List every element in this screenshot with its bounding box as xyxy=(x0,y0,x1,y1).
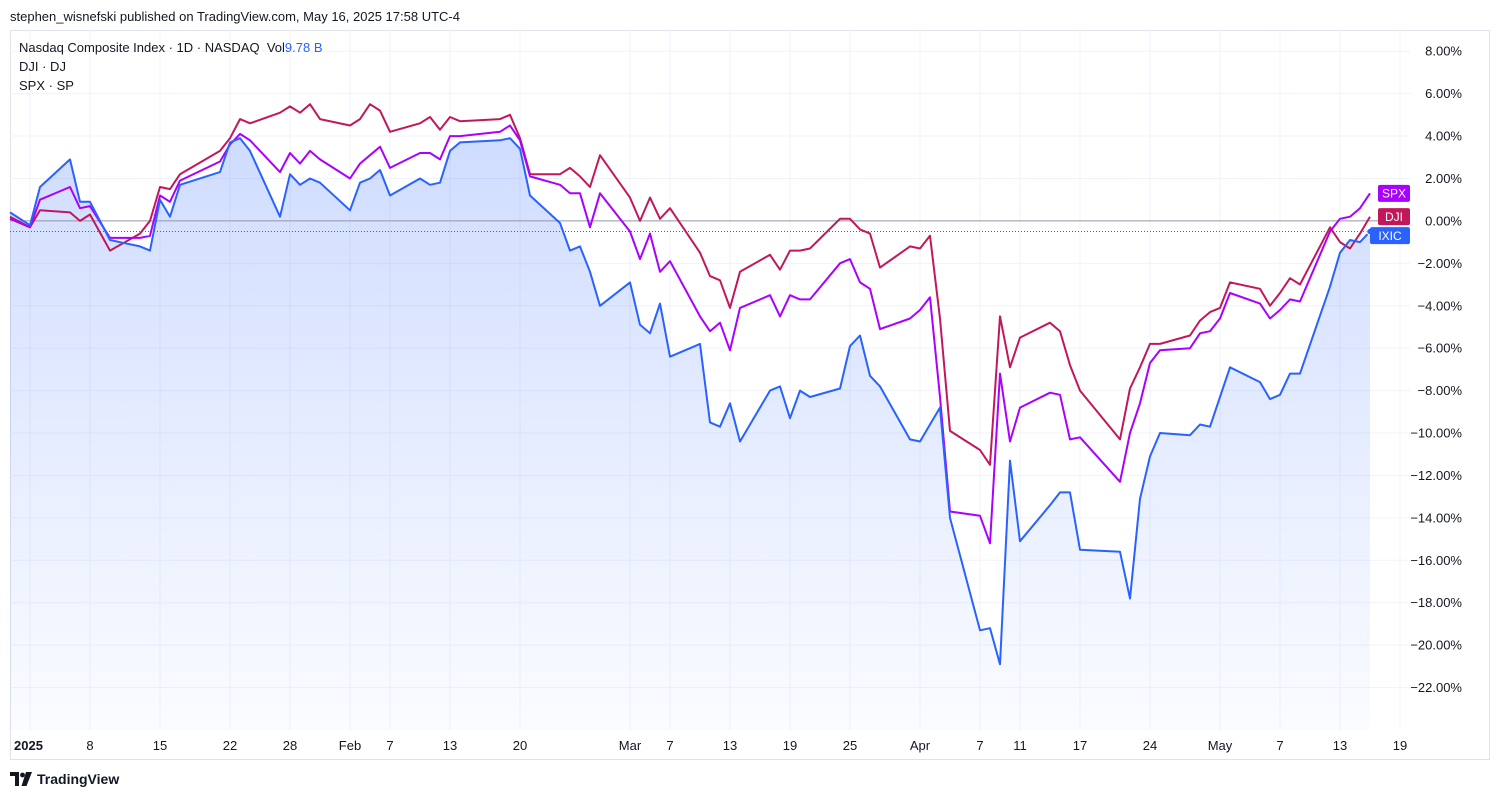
x-tick-label: 19 xyxy=(1393,738,1407,753)
last-value-tag-bg xyxy=(1378,184,1410,202)
x-tick-label: 7 xyxy=(666,738,673,753)
last-value-tag-ixic: IXIC xyxy=(1370,227,1410,245)
y-axis: 8.00% 6.00% 4.00% 2.00% 0.00% −2.00% −4.00% −6.… xyxy=(1410,44,1462,695)
x-tick-label: 7 xyxy=(976,738,983,753)
last-value-tag-label: DJI xyxy=(1385,210,1403,224)
x-tick-label: 15 xyxy=(153,738,167,753)
x-tick-label: 25 xyxy=(843,738,857,753)
y-tick-label: −14.00% xyxy=(1410,510,1462,525)
tradingview-brand-text: TradingView xyxy=(37,771,120,787)
chart-legend: Nasdaq Composite Index · 1D · NASDAQ Vol… xyxy=(19,38,323,95)
x-tick-label: Feb xyxy=(339,738,361,753)
y-tick-label: −18.00% xyxy=(1410,595,1462,610)
legend-line-spx[interactable]: SPX · SP xyxy=(19,78,74,93)
tradingview-footer[interactable]: TradingView xyxy=(10,771,119,787)
last-value-tag-dji: DJI xyxy=(1378,208,1410,226)
x-tick-label: 2025 xyxy=(14,738,43,753)
y-tick-label: −6.00% xyxy=(1418,341,1463,356)
last-value-tags: SPX DJI IXIC xyxy=(1370,184,1410,245)
x-tick-label: 28 xyxy=(283,738,297,753)
y-tick-label: −8.00% xyxy=(1418,383,1463,398)
y-tick-label: −12.00% xyxy=(1410,468,1462,483)
x-tick-label: 22 xyxy=(223,738,237,753)
published-by-text: stephen_wisnefski published on TradingVi… xyxy=(10,9,460,24)
series-dji-line xyxy=(9,103,1371,466)
series-ixic-area xyxy=(10,138,1370,730)
y-tick-label: 6.00% xyxy=(1425,86,1462,101)
x-tick-label: 24 xyxy=(1143,738,1157,753)
y-tick-label: −22.00% xyxy=(1410,680,1462,695)
y-tick-label: −2.00% xyxy=(1418,256,1463,271)
y-tick-label: 0.00% xyxy=(1425,213,1462,228)
last-value-tag-label: SPX xyxy=(1382,187,1406,201)
x-tick-label: 20 xyxy=(513,738,527,753)
series-lines xyxy=(9,103,1374,666)
reference-lines xyxy=(10,220,1410,233)
x-tick-label: 7 xyxy=(386,738,393,753)
last-value-tag-bg xyxy=(1370,227,1410,245)
x-tick-label: 11 xyxy=(1013,738,1027,753)
legend-line-dji[interactable]: DJI · DJ xyxy=(19,59,66,74)
x-tick-label: Apr xyxy=(910,738,931,753)
y-tick-label: 2.00% xyxy=(1425,171,1462,186)
y-tick-label: 4.00% xyxy=(1425,129,1462,144)
tradingview-logo-icon xyxy=(10,772,32,786)
x-axis: 2025 8 15 22 28 Feb 7 13 20 Mar 7 13 19 25 Apr 7 11 17 24 M… xyxy=(14,738,1407,753)
x-tick-label: 8 xyxy=(86,738,93,753)
series-spx-line xyxy=(9,124,1371,545)
x-tick-label: 13 xyxy=(723,738,737,753)
legend-line-ixic[interactable]: Nasdaq Composite Index · 1D · NASDAQ Vol… xyxy=(19,38,323,57)
y-tick-label: −16.00% xyxy=(1410,553,1462,568)
x-tick-label: 13 xyxy=(1333,738,1347,753)
x-tick-label: May xyxy=(1208,738,1233,753)
y-tick-label: 8.00% xyxy=(1425,44,1462,59)
last-value-tag-bg xyxy=(1378,208,1410,226)
legend-vol-label: Vol xyxy=(266,40,285,55)
x-tick-label: 13 xyxy=(443,738,457,753)
y-tick-label: −4.00% xyxy=(1418,298,1463,313)
legend-vol-value: 9.78 B xyxy=(284,40,323,55)
last-value-tag-spx: SPX xyxy=(1378,184,1410,202)
area-fill xyxy=(10,138,1370,730)
x-tick-label: Mar xyxy=(619,738,642,753)
last-value-tag-label: IXIC xyxy=(1378,229,1402,243)
x-tick-label: 19 xyxy=(783,738,797,753)
x-tick-label: 17 xyxy=(1073,738,1087,753)
y-tick-label: −20.00% xyxy=(1410,638,1462,653)
series-ixic-line xyxy=(9,137,1371,666)
legend-ixic-title: Nasdaq Composite Index · 1D · NASDAQ xyxy=(19,40,260,55)
x-tick-label: 7 xyxy=(1276,738,1283,753)
y-tick-label: −10.00% xyxy=(1410,426,1462,441)
